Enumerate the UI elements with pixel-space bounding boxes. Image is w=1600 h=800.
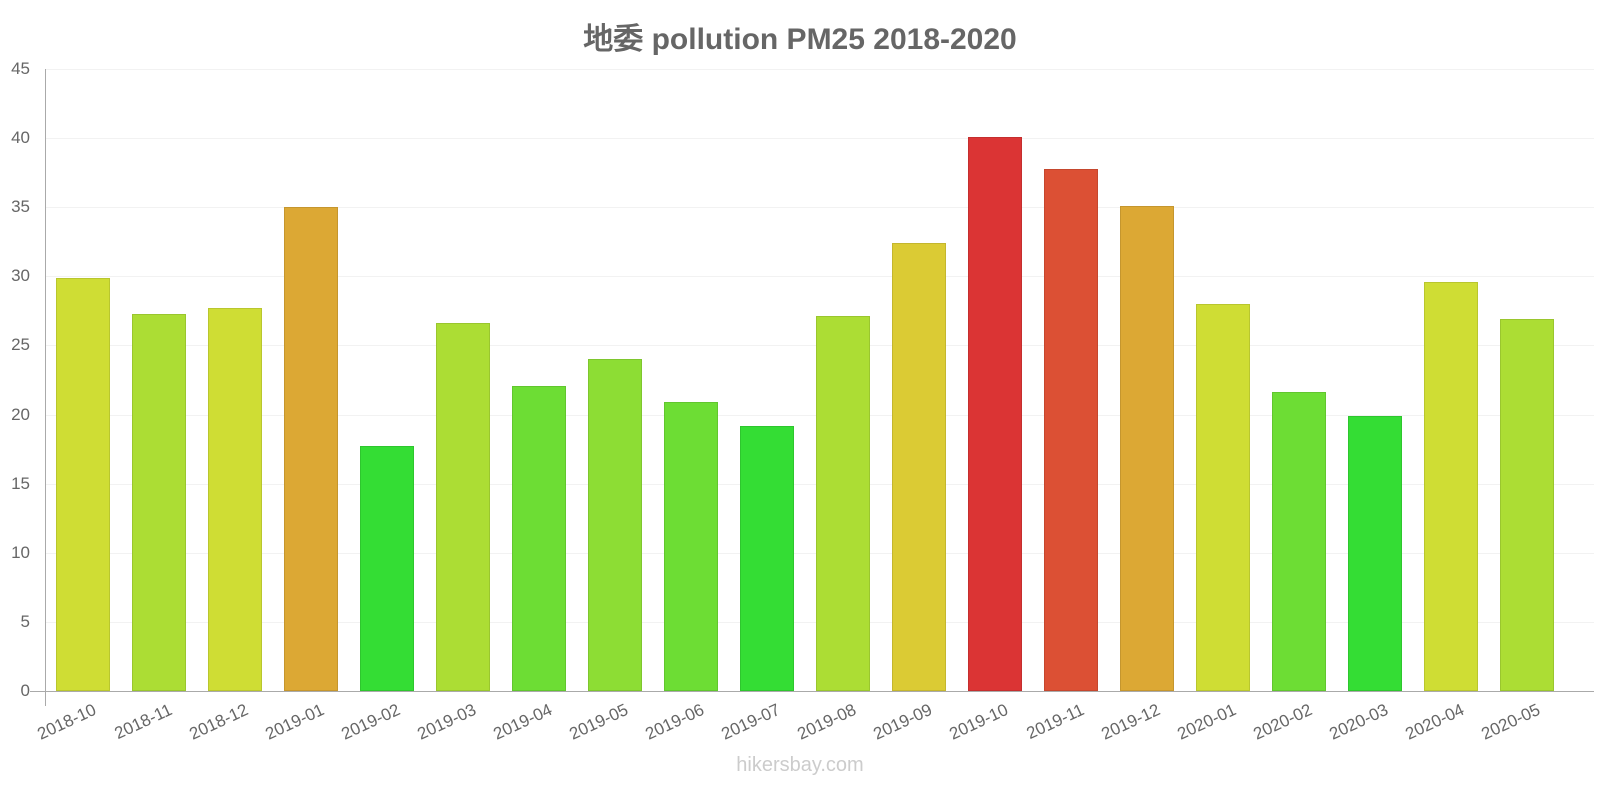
x-tick-label: 2019-02 [338, 700, 404, 744]
gridline [46, 207, 1594, 209]
y-tick-label: 5 [20, 611, 30, 631]
bar-2019-07[interactable] [740, 425, 794, 691]
bar-2020-04[interactable] [1424, 281, 1478, 691]
gridline [46, 138, 1594, 140]
bar-2020-05[interactable] [1500, 319, 1554, 691]
bar-2019-10[interactable] [968, 136, 1022, 691]
x-axis-line [30, 691, 1594, 692]
y-tick-label: 15 [11, 473, 30, 493]
bar-2019-06[interactable] [664, 402, 718, 691]
bar-2019-12[interactable] [1120, 205, 1174, 691]
x-tick-label: 2020-01 [1174, 700, 1240, 744]
x-tick-label: 2019-10 [946, 700, 1012, 744]
x-tick-label: 2020-03 [1326, 700, 1392, 744]
gridline [46, 276, 1594, 278]
x-tick-label: 2019-03 [414, 700, 480, 744]
y-tick-label: 35 [11, 197, 30, 217]
bar-2020-03[interactable] [1348, 415, 1402, 691]
y-tick-label: 20 [11, 404, 30, 424]
bar-2018-12[interactable] [208, 308, 262, 691]
bar-2019-05[interactable] [588, 359, 642, 691]
chart-title: 地委 pollution PM25 2018-2020 [583, 23, 1017, 56]
y-tick-label: 0 [20, 681, 30, 700]
bar-2019-09[interactable] [892, 243, 946, 691]
bar-2019-02[interactable] [360, 446, 414, 691]
x-tick-label: 2019-05 [566, 700, 632, 744]
plot-area [46, 69, 1594, 691]
y-tick-label: 10 [11, 542, 30, 562]
x-tick-label: 2020-04 [1402, 700, 1468, 744]
x-tick-label: 2019-11 [1023, 700, 1088, 744]
y-axis-line [45, 69, 46, 706]
x-tick-label: 2019-04 [490, 700, 556, 744]
x-tick-label: 2020-02 [1250, 700, 1316, 744]
y-tick-label: 30 [11, 266, 30, 286]
x-tick-label: 2018-12 [186, 700, 252, 744]
y-tick-label: 45 [11, 59, 30, 78]
gridline [46, 69, 1594, 70]
bar-2019-11[interactable] [1044, 168, 1098, 691]
x-tick-label: 2019-09 [870, 700, 936, 744]
bar-2019-01[interactable] [284, 207, 338, 691]
y-tick-label: 25 [11, 335, 30, 355]
bar-2018-11[interactable] [132, 313, 186, 691]
bar-2019-08[interactable] [816, 316, 870, 691]
x-tick-label: 2018-10 [34, 700, 100, 744]
y-tick-label: 40 [11, 128, 30, 148]
x-tick-label: 2019-07 [718, 700, 784, 744]
x-tick-label: 2018-11 [111, 700, 176, 744]
x-tick-label: 2019-08 [794, 700, 860, 744]
x-tick-label: 2019-01 [262, 700, 328, 744]
bar-2019-03[interactable] [436, 323, 490, 691]
bar-2019-04[interactable] [512, 385, 566, 691]
bar-2020-01[interactable] [1196, 303, 1250, 691]
watermark: hikersbay.com [736, 754, 864, 776]
x-tick-label: 2020-05 [1478, 700, 1544, 744]
bar-2018-10[interactable] [56, 277, 110, 691]
x-tick-label: 2019-12 [1098, 700, 1164, 744]
bar-2020-02[interactable] [1272, 392, 1326, 691]
x-tick-label: 2019-06 [642, 700, 708, 744]
